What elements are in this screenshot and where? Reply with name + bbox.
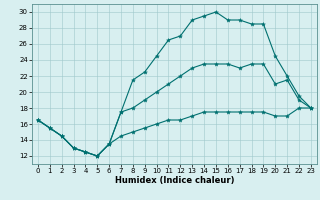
X-axis label: Humidex (Indice chaleur): Humidex (Indice chaleur) (115, 176, 234, 185)
